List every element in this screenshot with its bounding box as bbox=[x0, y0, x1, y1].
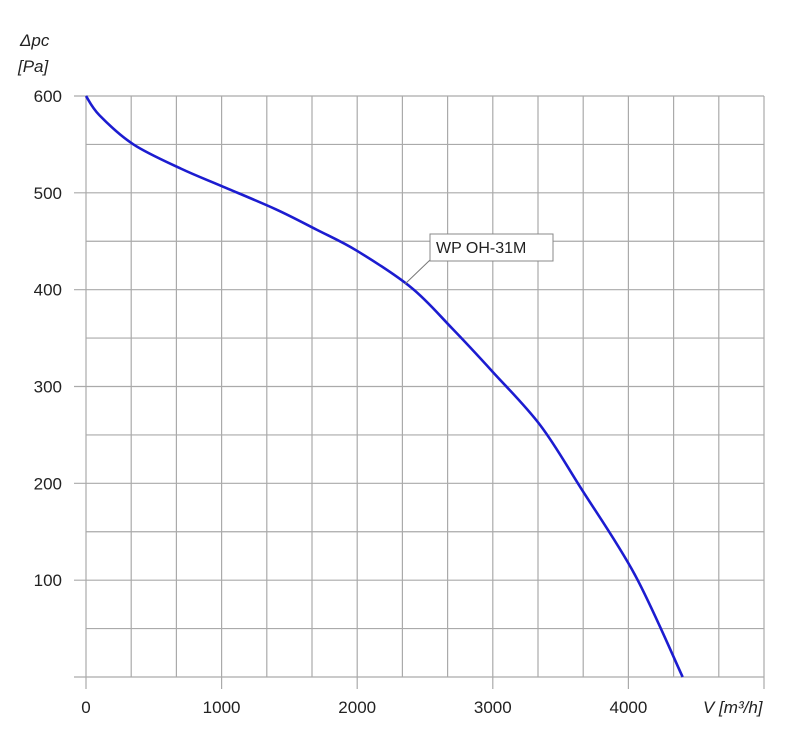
x-tick-label: 3000 bbox=[474, 698, 512, 717]
annotation-box bbox=[429, 233, 554, 262]
y-tick-label: 500 bbox=[34, 184, 62, 203]
tick-labels: 0 1000 2000 3000 4000 100 200 300 400 500 600 bbox=[34, 87, 648, 717]
x-tick-label: 0 bbox=[81, 698, 90, 717]
series-line bbox=[84, 95, 684, 678]
x-tick-label: 4000 bbox=[609, 698, 647, 717]
y-axis-label-unit: [Pa] bbox=[17, 57, 50, 76]
grid bbox=[74, 95, 765, 689]
y-tick-label: 600 bbox=[34, 87, 62, 106]
y-tick-label: 400 bbox=[34, 281, 62, 300]
x-tick-label: 1000 bbox=[203, 698, 241, 717]
y-axis-label-symbol: Δpc bbox=[19, 31, 50, 50]
annotation-leader bbox=[404, 259, 553, 285]
y-tick-label: 100 bbox=[34, 571, 62, 590]
x-tick-label: 2000 bbox=[338, 698, 376, 717]
y-tick-label: 300 bbox=[34, 378, 62, 397]
x-axis-label: V [m³/h] bbox=[703, 698, 764, 717]
series-annotation: WP OH-31M bbox=[436, 240, 526, 257]
y-tick-label: 200 bbox=[34, 474, 62, 493]
